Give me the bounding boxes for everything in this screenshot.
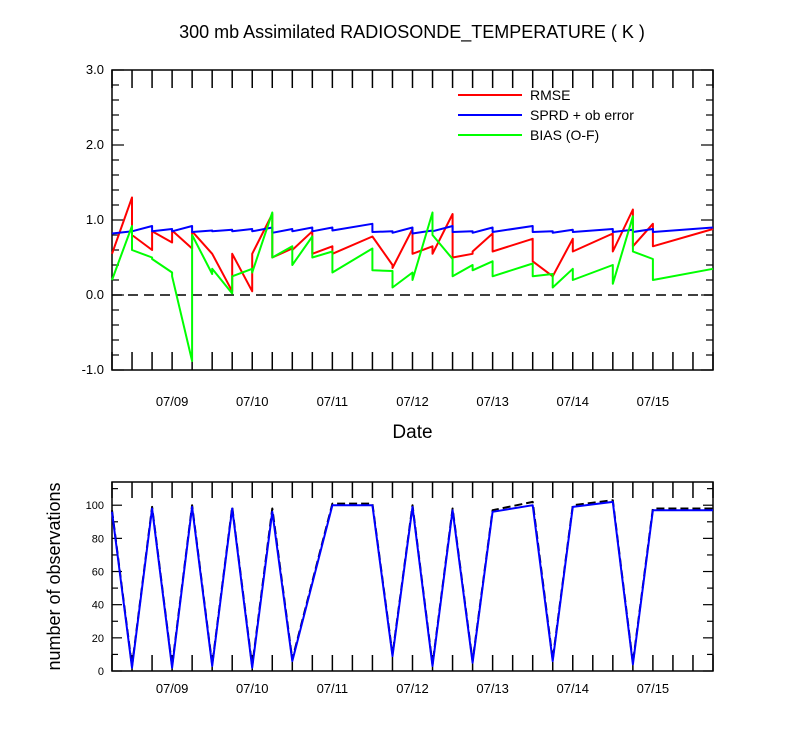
counts-y-tick-label: 60: [92, 567, 104, 579]
counts-y-tick-label: 80: [92, 533, 104, 545]
counts-x-tick-label: 07/10: [236, 681, 269, 696]
stats-y-tick-label: -1.0: [82, 362, 104, 377]
stats-x-tick-label: 07/11: [317, 394, 349, 409]
counts-series-line-assimilated: [111, 500, 713, 669]
counts-y-axis-label: number of observations: [44, 482, 64, 670]
stats-y-tick-label: 3.0: [86, 62, 104, 77]
stats-x-tick-label: 07/14: [556, 394, 589, 409]
stats-y-tick-label: 0.0: [86, 287, 104, 302]
counts-x-tick-label: 07/12: [396, 681, 429, 696]
counts-y-tick-label: 40: [92, 600, 104, 612]
stats-y-tick-label: 2.0: [86, 137, 104, 152]
counts-y-tick-label: 20: [92, 633, 104, 645]
counts-x-tick-label: 07/15: [637, 681, 670, 696]
counts-x-tick-label: 07/11: [317, 681, 349, 696]
counts-x-tick-label: 07/09: [156, 681, 189, 696]
counts-y-tick-label: 0: [98, 666, 104, 678]
legend-label-sprd-ob-error: SPRD + ob error: [530, 107, 634, 123]
legend-label-bias-o-f: BIAS (O-F): [530, 127, 599, 143]
stats-x-tick-label: 07/12: [396, 394, 429, 409]
stats-x-tick-label: 07/13: [476, 394, 509, 409]
stats-x-axis-label: Date: [392, 422, 432, 443]
stats-x-tick-label: 07/15: [637, 394, 670, 409]
stats-series-line-bias-o-f: [111, 211, 714, 362]
counts-y-tick-label: 100: [86, 500, 104, 512]
stats-y-tick-label: 1.0: [86, 212, 104, 227]
counts-x-tick-label: 07/13: [476, 681, 509, 696]
legend-label-rmse: RMSE: [530, 87, 570, 103]
counts-x-tick-label: 07/14: [556, 681, 589, 696]
stats-series-line-sprd-ob-error: [111, 222, 714, 235]
stats-x-tick-label: 07/09: [156, 394, 189, 409]
chart-title: 300 mb Assimilated RADIOSONDE_TEMPERATUR…: [179, 22, 645, 43]
stats-x-tick-label: 07/10: [236, 394, 269, 409]
